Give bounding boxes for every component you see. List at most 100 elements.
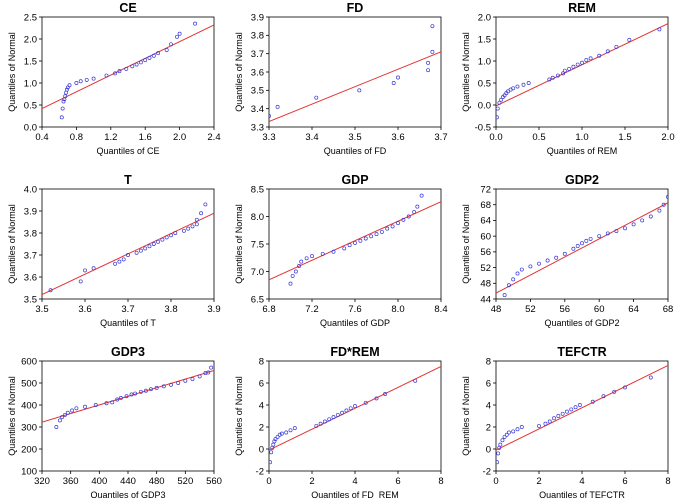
data-point [304, 256, 309, 261]
data-point [623, 226, 627, 231]
data-point [511, 429, 516, 434]
data-point [584, 58, 589, 63]
data-point [190, 377, 195, 381]
data-point [342, 246, 347, 251]
data-point [169, 42, 173, 47]
data-point [571, 64, 576, 69]
data-point [299, 259, 304, 264]
data-point [515, 271, 520, 276]
data-point [59, 115, 64, 120]
data-point [310, 254, 314, 259]
data-point [273, 437, 278, 442]
data-point [547, 419, 552, 424]
data-point [193, 21, 198, 26]
data-point [143, 388, 148, 393]
y-tick-label: 3.7 [24, 250, 37, 261]
data-point [560, 411, 565, 416]
data-point [550, 75, 555, 80]
data-point [115, 397, 120, 402]
data-point [504, 432, 509, 437]
y-axis-label: Quantiles of Normal [7, 376, 17, 456]
data-point [129, 392, 134, 397]
y-tick-label: 3.6 [24, 272, 37, 283]
data-point [154, 385, 159, 390]
x-tick-label: 2.0 [661, 132, 674, 143]
data-point [314, 95, 319, 100]
qq-panel: FD 3.3 3.4 3.5 3.6 3.7 3.3 3.4 3.5 3.6 3.7 3.8 3.9 Qu… [234, 1, 448, 156]
y-tick-label: 60 [480, 231, 491, 242]
data-point [181, 228, 186, 233]
data-point [164, 235, 169, 240]
x-tick-label: 8 [438, 476, 443, 487]
y-axis-label: Quantiles of Normal [7, 204, 17, 284]
data-point [511, 86, 516, 91]
data-point [151, 242, 156, 246]
x-axis-label: Quantiles of GDP3 [90, 490, 165, 498]
data-point [203, 202, 208, 207]
y-tick-label: 56 [480, 247, 491, 258]
x-tick-label: 68 [663, 304, 674, 315]
y-tick-label: 3.8 [251, 31, 264, 42]
y-tick-label: 2 [486, 422, 491, 433]
y-tick-label: 7.0 [251, 267, 264, 278]
data-point [74, 81, 79, 85]
data-point [84, 77, 89, 82]
data-point [275, 104, 280, 109]
data-point [70, 408, 75, 413]
x-tick-label: 2 [309, 476, 314, 487]
data-point [580, 60, 584, 65]
data-point [506, 430, 511, 435]
x-tick-label: 560 [206, 476, 222, 487]
x-tick-label: 4 [579, 476, 584, 487]
data-point [648, 214, 653, 219]
data-point [357, 88, 362, 93]
x-tick-label: 2 [536, 476, 541, 487]
y-tick-label: 2.5 [24, 12, 37, 23]
data-point [612, 389, 617, 394]
y-tick-label: 8 [486, 356, 491, 367]
y-tick-label: -2 [256, 466, 264, 477]
y-tick-label: -0.5 [475, 122, 491, 133]
data-point [65, 410, 70, 415]
data-point [194, 222, 199, 227]
data-point [62, 412, 67, 417]
data-point [374, 232, 379, 237]
x-tick-label: 6 [622, 476, 627, 487]
data-point [104, 73, 109, 78]
data-point [543, 421, 548, 426]
x-axis-label: Quantiles of FD_REM [311, 490, 399, 498]
data-point [279, 431, 284, 436]
data-point [511, 277, 516, 282]
x-axis-label: Quantiles of FD [324, 146, 387, 156]
data-point [500, 438, 505, 443]
reference-line [496, 23, 668, 107]
data-point [147, 244, 152, 249]
y-axis-label: Quantiles of Normal [234, 32, 244, 112]
data-point [496, 115, 499, 120]
data-point [561, 71, 566, 76]
data-point [347, 243, 352, 248]
data-point [391, 81, 396, 85]
x-tick-label: 8 [665, 476, 670, 487]
y-tick-label: 6.5 [251, 294, 264, 305]
data-point [64, 87, 69, 92]
data-point [547, 77, 552, 82]
data-point [430, 24, 435, 29]
y-tick-label: 2.0 [24, 34, 37, 45]
x-tick-label: 7.2 [305, 304, 318, 315]
data-point [161, 384, 166, 389]
x-tick-label: 3.7 [121, 304, 134, 315]
x-tick-label: 3.3 [262, 132, 275, 143]
data-point [113, 261, 118, 266]
plot-frame [268, 188, 442, 300]
data-point [269, 114, 271, 118]
data-point [580, 241, 584, 246]
panel-title: T [124, 173, 132, 187]
data-point [320, 251, 325, 256]
data-point [401, 217, 406, 222]
data-point [271, 442, 276, 447]
data-point [331, 249, 336, 254]
x-tick-label: 440 [120, 476, 136, 487]
